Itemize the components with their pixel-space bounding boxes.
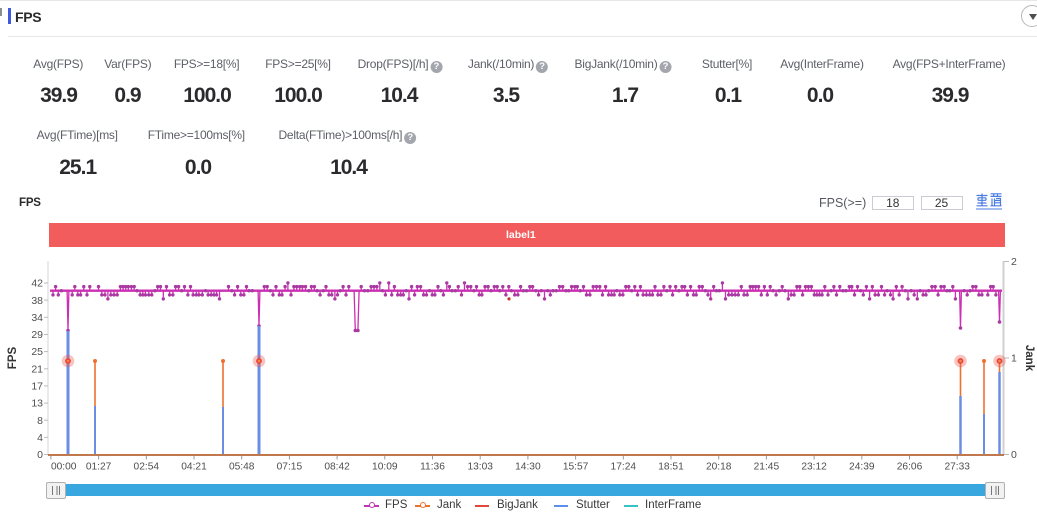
svg-text:21:45: 21:45 [754, 462, 780, 473]
svg-text:21: 21 [31, 363, 43, 375]
svg-text:Jank: Jank [1023, 345, 1035, 372]
svg-text:27:33: 27:33 [944, 462, 970, 473]
svg-text:34: 34 [31, 312, 43, 324]
svg-text:11:36: 11:36 [420, 462, 445, 473]
svg-text:23:12: 23:12 [801, 462, 827, 473]
svg-text:04:21: 04:21 [181, 462, 207, 473]
svg-text:13:03: 13:03 [467, 462, 493, 473]
svg-text:02:54: 02:54 [134, 462, 160, 473]
svg-text:18:51: 18:51 [658, 462, 684, 473]
svg-text:42: 42 [31, 278, 43, 290]
svg-text:8: 8 [37, 415, 43, 427]
svg-text:17: 17 [31, 381, 43, 393]
svg-text:2: 2 [1011, 256, 1017, 268]
svg-text:17:24: 17:24 [611, 462, 637, 473]
svg-text:38: 38 [31, 295, 43, 307]
svg-text:0: 0 [37, 449, 43, 461]
svg-text:05:48: 05:48 [229, 462, 255, 473]
svg-text:25: 25 [31, 346, 43, 358]
svg-text:13: 13 [31, 398, 43, 410]
svg-text:4: 4 [37, 432, 43, 444]
svg-text:00:00: 00:00 [51, 462, 77, 473]
svg-text:20:18: 20:18 [706, 462, 732, 473]
svg-text:24:39: 24:39 [849, 462, 875, 473]
svg-text:1: 1 [1011, 353, 1017, 365]
svg-text:08:42: 08:42 [324, 462, 350, 473]
svg-text:0: 0 [1011, 449, 1017, 461]
svg-text:FPS: FPS [7, 346, 19, 369]
svg-text:26:06: 26:06 [897, 462, 923, 473]
svg-text:15:57: 15:57 [563, 462, 589, 473]
svg-text:07:15: 07:15 [277, 462, 303, 473]
svg-text:29: 29 [31, 329, 43, 341]
svg-text:10:09: 10:09 [372, 462, 398, 473]
svg-text:14:30: 14:30 [515, 462, 541, 473]
svg-text:01:27: 01:27 [86, 462, 112, 473]
